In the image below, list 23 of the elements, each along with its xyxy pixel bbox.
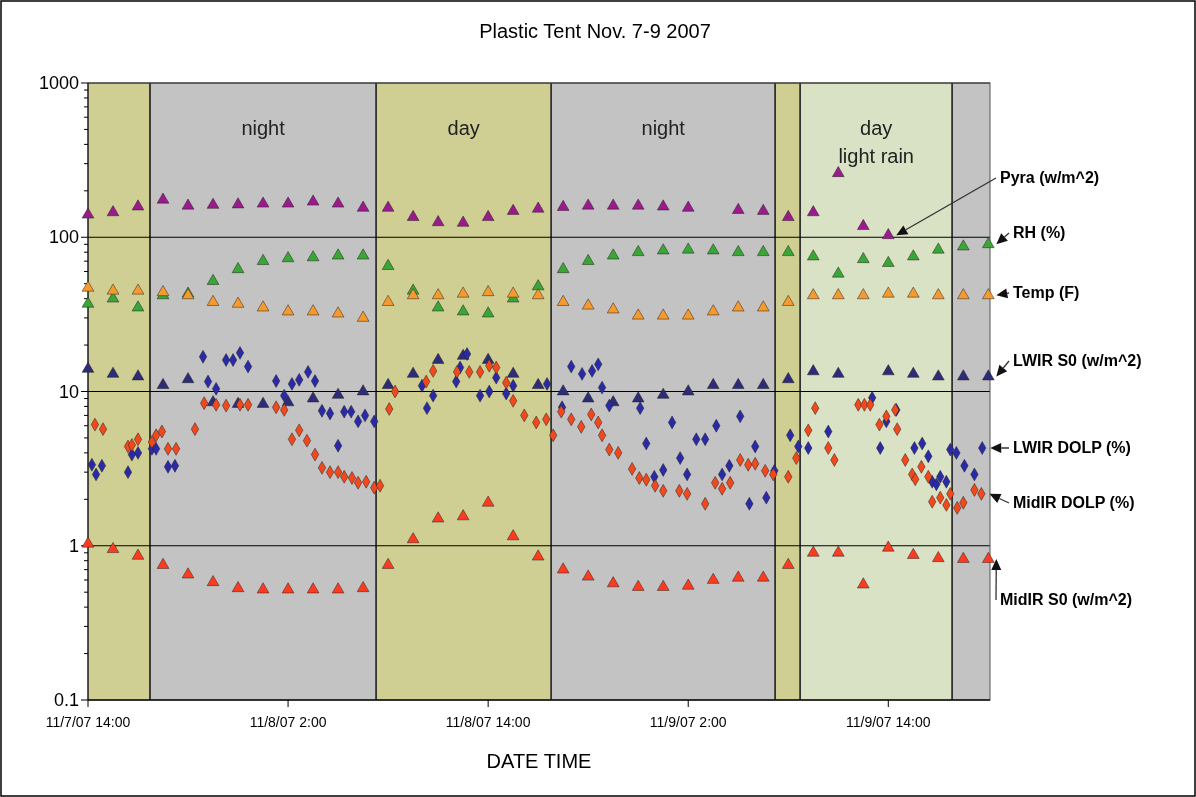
band-label: night [241, 117, 286, 139]
band-label: day [447, 117, 480, 139]
x-tick-label: 11/8/07 2:00 [249, 714, 327, 730]
x-tick-label: 11/8/07 14:00 [445, 714, 531, 730]
series-label: LWIR S0 (w/m^2) [1013, 352, 1142, 369]
band-label: night [641, 117, 686, 139]
y-tick-label: 100 [48, 227, 79, 248]
y-tick-label: 0.1 [53, 690, 79, 710]
x-tick-label: 11/9/07 14:00 [845, 714, 931, 730]
x-tick-label: 11/9/07 2:00 [649, 714, 727, 730]
chart-title: Plastic Tent Nov. 7-9 2007 [479, 20, 711, 42]
series-label: Temp (F) [1013, 284, 1080, 301]
series-label: LWIR DOLP (%) [1013, 439, 1131, 456]
y-tick-label: 1 [68, 535, 79, 556]
y-tick-label: 1000 [38, 73, 79, 93]
y-tick-label: 10 [58, 381, 79, 402]
series-label: RH (%) [1013, 224, 1066, 241]
band-label: day light rain [838, 117, 915, 167]
x-tick-label: 11/7/07 14:00 [45, 714, 131, 730]
text: Pyra (w/m^2) [1000, 169, 1100, 186]
series-label: MidIR S0 (w/m^2) [1000, 591, 1133, 608]
series-label: MidIR DOLP (%) [1013, 494, 1135, 511]
x-axis-title: DATE TIME [486, 750, 592, 772]
